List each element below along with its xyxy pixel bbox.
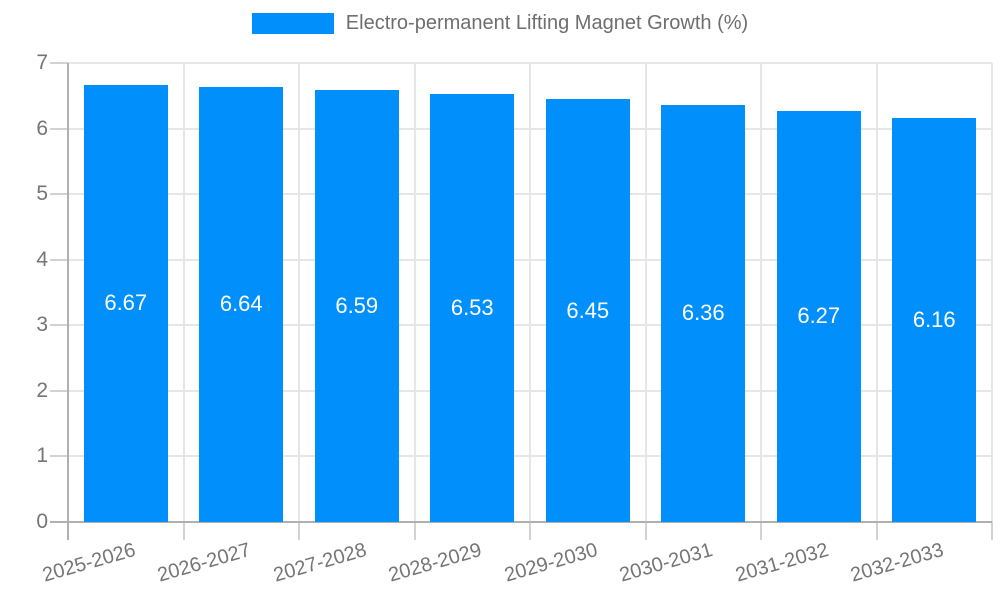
bar xyxy=(199,86,284,522)
v-gridline xyxy=(991,63,993,522)
x-tick xyxy=(182,522,185,540)
x-tick xyxy=(529,522,531,540)
x-tick xyxy=(413,522,416,540)
y-tick xyxy=(50,127,68,130)
x-tick xyxy=(991,522,993,540)
bar-value-label: 6.59 xyxy=(335,292,379,318)
x-axis-label: 2025-2026 xyxy=(39,539,138,587)
x-tick xyxy=(644,522,647,540)
bar-value-label: 6.67 xyxy=(104,290,148,316)
y-tick xyxy=(50,62,68,64)
y-axis-line xyxy=(67,63,69,540)
y-axis-label: 3 xyxy=(36,313,48,337)
bar-value-label: 6.53 xyxy=(450,294,494,320)
v-gridline xyxy=(298,63,300,522)
v-gridline xyxy=(875,63,878,522)
bar xyxy=(776,110,861,522)
y-tick xyxy=(50,389,68,392)
bar xyxy=(430,93,515,522)
bar-value-label: 6.64 xyxy=(219,291,263,317)
v-gridline xyxy=(644,63,647,522)
bar-value-label: 6.45 xyxy=(566,297,610,323)
y-axis-label: 5 xyxy=(36,182,48,206)
v-gridline xyxy=(529,63,531,522)
v-gridline xyxy=(760,63,762,522)
x-axis-label: 2028-2029 xyxy=(386,539,485,587)
y-axis-label: 1 xyxy=(36,444,48,468)
x-tick xyxy=(298,522,300,540)
y-axis-label: 2 xyxy=(36,378,48,402)
x-tick xyxy=(760,522,762,540)
bar xyxy=(83,84,168,522)
bar-value-label: 6.36 xyxy=(681,300,725,326)
y-tick xyxy=(50,455,68,458)
bar xyxy=(892,118,977,522)
legend: Electro-permanent Lifting Magnet Growth … xyxy=(0,0,1000,46)
x-tick xyxy=(875,522,878,540)
v-gridline xyxy=(413,63,416,522)
bar xyxy=(545,99,630,522)
legend-swatch xyxy=(251,12,334,34)
y-tick xyxy=(50,193,68,196)
bar-value-label: 6.16 xyxy=(912,307,956,333)
y-tick xyxy=(50,258,68,261)
x-axis-label: 2029-2030 xyxy=(501,539,600,587)
y-tick xyxy=(50,324,68,327)
legend-label: Electro-permanent Lifting Magnet Growth … xyxy=(345,12,749,34)
y-axis-label: 6 xyxy=(36,116,48,140)
bar xyxy=(661,104,746,522)
x-axis-label: 2030-2031 xyxy=(617,539,716,587)
x-axis-line xyxy=(50,521,992,523)
y-axis-label: 7 xyxy=(36,51,48,74)
y-axis-label: 4 xyxy=(36,247,48,271)
legend-item[interactable]: Electro-permanent Lifting Magnet Growth … xyxy=(251,11,749,35)
x-axis-label: 2032-2033 xyxy=(848,539,947,587)
bar xyxy=(314,89,399,522)
v-gridline xyxy=(182,63,185,522)
x-axis-label: 2026-2027 xyxy=(155,539,254,587)
y-axis-label: 0 xyxy=(36,510,48,533)
x-axis-label: 2027-2028 xyxy=(270,539,369,587)
x-axis-label: 2031-2032 xyxy=(732,539,831,587)
bar-value-label: 6.27 xyxy=(797,303,841,329)
